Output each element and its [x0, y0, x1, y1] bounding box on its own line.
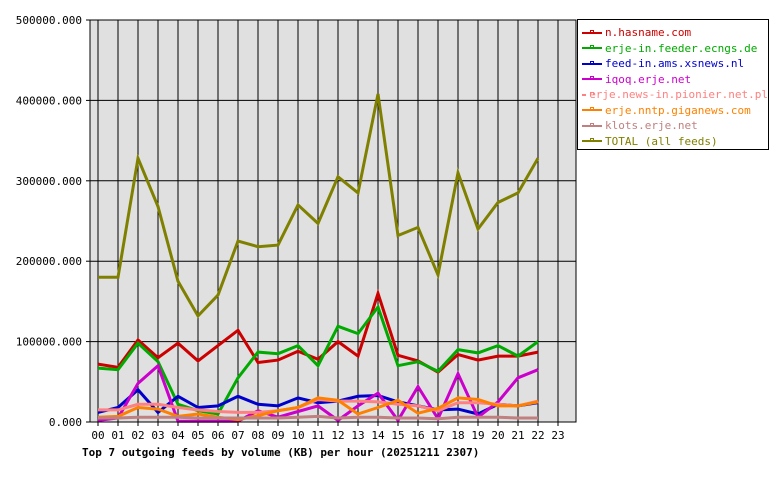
legend-item: iqoq.erje.net: [582, 72, 768, 88]
legend-item: n.hasname.com: [582, 25, 768, 41]
legend-item: erje.nntp.giganews.com: [582, 103, 768, 119]
legend-line-marker-icon: [582, 29, 602, 34]
x-tick-label: 05: [191, 429, 204, 442]
plot-area: [90, 20, 576, 422]
legend-label: n.hasname.com: [605, 26, 692, 40]
data-series: [97, 93, 540, 424]
x-tick-label: 14: [371, 429, 385, 442]
legend-label: klots.erje.net: [605, 119, 698, 133]
y-tick-label: 300000.000: [16, 175, 82, 188]
legend-line-marker-icon: [582, 107, 602, 112]
legend-label: erje.nntp.giganews.com: [605, 103, 751, 117]
y-tick-label: 400000.000: [16, 94, 82, 107]
x-tick-label: 20: [491, 429, 504, 442]
x-tick-label: 04: [171, 429, 185, 442]
x-tick-label: 00: [91, 429, 104, 442]
x-tick-label: 13: [351, 429, 364, 442]
y-tick-label: 200000.000: [16, 255, 82, 268]
legend-line-marker-icon: [582, 76, 602, 81]
legend-item: feed-in.ams.xsnews.nl: [582, 56, 768, 72]
x-axis: 00 01 02 03 04 05 06 07 08 09 10 11 12 13 14 15 16 17 18 19…: [91, 422, 565, 442]
legend-label: erje-in.feeder.ecngs.de: [605, 41, 758, 55]
y-tick-label: 500000.000: [16, 14, 82, 27]
legend-label: iqoq.erje.net: [605, 72, 692, 86]
legend-item: TOTAL (all feeds): [582, 134, 768, 150]
legend-line-marker-icon: [582, 122, 602, 127]
chart-title: Top 7 outgoing feeds by volume (KB) per …: [82, 446, 479, 459]
series-line: [97, 363, 539, 424]
x-tick-label: 18: [451, 429, 464, 442]
legend-label: feed-in.ams.xsnews.nl: [605, 57, 745, 71]
y-axis: 0.000 100000.000 200000.000 300000.000 40000…: [16, 14, 90, 429]
legend-label: erje.news-in.pionier.net.pl: [589, 88, 768, 102]
legend-line-marker-icon: [582, 60, 602, 65]
x-tick-label: 15: [391, 429, 404, 442]
x-tick-label: 22: [531, 429, 544, 442]
legend: n.hasname.com erje-in.feeder.ecngs.de feed…: [577, 19, 769, 150]
legend-line-marker-icon: [582, 45, 602, 50]
y-tick-label: 0.000: [49, 416, 82, 429]
series-line: [97, 303, 539, 416]
x-tick-label: 03: [151, 429, 164, 442]
x-tick-label: 10: [291, 429, 304, 442]
x-tick-label: 07: [231, 429, 244, 442]
legend-item: erje.news-in.pionier.net.pl: [582, 87, 768, 103]
y-tick-label: 100000.000: [16, 336, 82, 349]
legend-line-marker-icon: [582, 91, 595, 96]
series-line: [97, 396, 539, 422]
x-tick-label: 16: [411, 429, 424, 442]
series-line: [98, 93, 540, 319]
series-line: [97, 288, 539, 375]
x-tick-label: 06: [211, 429, 224, 442]
x-tick-label: 21: [511, 429, 524, 442]
series-line: [98, 414, 538, 421]
x-tick-label: 02: [131, 429, 144, 442]
x-tick-label: 17: [431, 429, 444, 442]
legend-line-marker-icon: [582, 138, 602, 143]
legend-item: klots.erje.net: [582, 118, 768, 134]
x-tick-label: 11: [311, 429, 324, 442]
x-tick-label: 19: [471, 429, 484, 442]
legend-item: erje-in.feeder.ecngs.de: [582, 41, 768, 57]
legend-label: TOTAL (all feeds): [605, 134, 718, 148]
x-tick-label: 23: [551, 429, 564, 442]
x-tick-label: 08: [251, 429, 264, 442]
x-tick-label: 09: [271, 429, 284, 442]
x-tick-label: 01: [111, 429, 124, 442]
x-tick-label: 12: [331, 429, 344, 442]
